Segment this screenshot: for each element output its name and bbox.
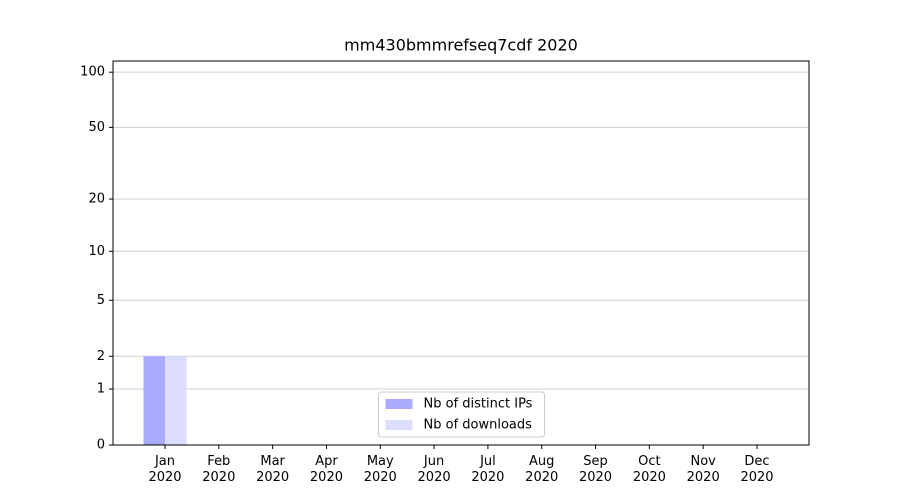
x-tick-label: Dec 2020 (740, 454, 773, 485)
chart-title: mm430bmmrefseq7cdf 2020 (344, 36, 578, 55)
legend-box (378, 391, 545, 438)
bar (143, 356, 165, 445)
y-tick-label: 0 (97, 438, 105, 453)
plot-frame (112, 60, 810, 446)
x-tick-label: Mar 2020 (256, 454, 289, 485)
x-tick-label: Jul 2020 (471, 454, 504, 485)
x-tick-label: Apr 2020 (310, 454, 343, 485)
x-tick-label: Jun 2020 (418, 454, 451, 485)
legend-swatch (385, 399, 413, 409)
y-tick-label: 50 (88, 120, 105, 135)
y-tick-label: 10 (88, 244, 105, 259)
x-tick-label: Sep 2020 (579, 454, 612, 485)
legend-swatch (385, 420, 413, 430)
legend-label: Nb of distinct IPs (424, 397, 533, 412)
y-tick-label: 20 (88, 192, 105, 207)
x-tick-label: May 2020 (364, 454, 397, 485)
y-tick-label: 1 (97, 382, 105, 397)
y-tick-label: 2 (97, 349, 105, 364)
y-tick-label: 100 (80, 65, 105, 80)
x-tick-label: Feb 2020 (202, 454, 235, 485)
y-tick-label: 5 (97, 293, 105, 308)
x-tick-label: Nov 2020 (687, 454, 720, 485)
x-tick-label: Aug 2020 (525, 454, 558, 485)
bar (165, 356, 187, 445)
x-tick-label: Jan 2020 (148, 454, 181, 485)
x-tick-label: Oct 2020 (633, 454, 666, 485)
legend-label: Nb of downloads (424, 418, 533, 433)
